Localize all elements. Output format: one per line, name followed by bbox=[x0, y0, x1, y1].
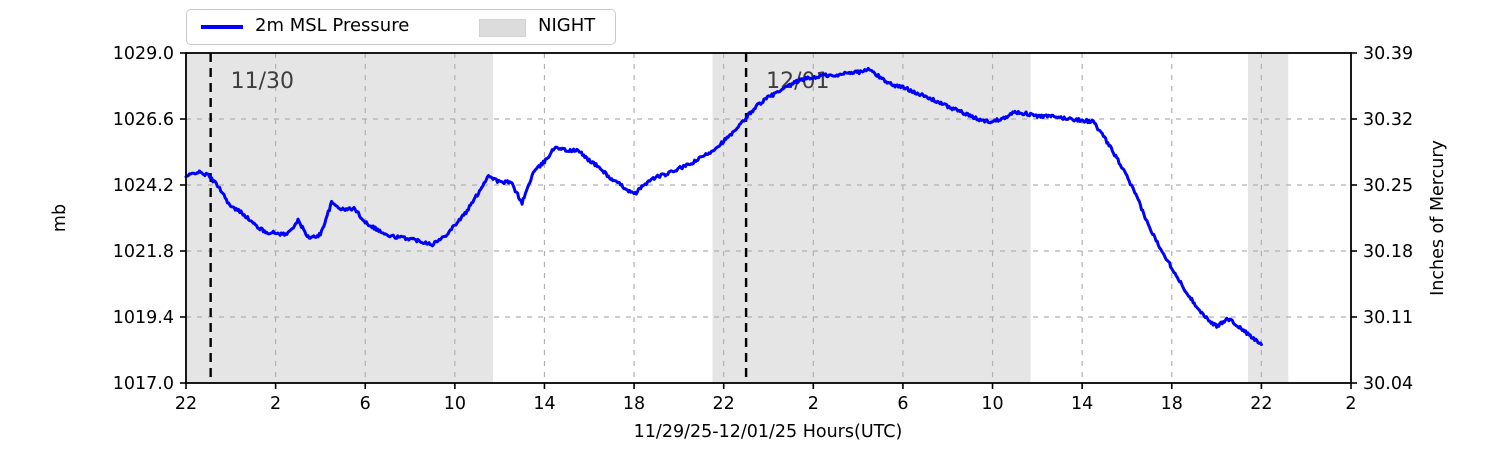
y-axis-label-left: mb bbox=[50, 203, 70, 233]
y-tick-label-left: 1021.8 bbox=[113, 242, 174, 262]
x-tick-label: 22 bbox=[175, 394, 197, 414]
y-tick-label-right: 30.32 bbox=[1363, 110, 1413, 130]
x-tick-label: 22 bbox=[713, 394, 735, 414]
y-tick-label-left: 1017.0 bbox=[113, 374, 174, 394]
pressure-line bbox=[184, 66, 1263, 346]
y-tick-label-right: 30.11 bbox=[1363, 308, 1413, 328]
night-patch-swatch bbox=[479, 19, 526, 37]
x-tick-label: 18 bbox=[1161, 394, 1183, 414]
night-shading-region bbox=[712, 53, 1031, 383]
y-axis-label-right: Inches of Mercury bbox=[1428, 140, 1448, 296]
legend: 2m MSL Pressure NIGHT bbox=[186, 9, 616, 45]
y-tick-label-right: 30.04 bbox=[1363, 374, 1413, 394]
y-tick-label-left: 1024.2 bbox=[113, 176, 174, 196]
x-tick-label: 2 bbox=[1345, 394, 1356, 414]
y-tick-label-right: 30.18 bbox=[1363, 242, 1413, 262]
y-tick-label-right: 30.39 bbox=[1363, 44, 1413, 64]
x-tick-label: 2 bbox=[270, 394, 281, 414]
y-tick-label-right: 30.25 bbox=[1363, 176, 1413, 196]
x-tick-label: 18 bbox=[623, 394, 645, 414]
x-tick-label: 22 bbox=[1250, 394, 1272, 414]
x-tick-label: 14 bbox=[1071, 394, 1093, 414]
day-label: 11/30 bbox=[231, 69, 294, 94]
x-tick-label: 10 bbox=[981, 394, 1003, 414]
x-tick-label: 6 bbox=[897, 394, 908, 414]
y-tick-label-left: 1029.0 bbox=[113, 44, 174, 64]
x-tick-label: 6 bbox=[360, 394, 371, 414]
legend-pressure-label: 2m MSL Pressure bbox=[255, 15, 410, 36]
plot-border bbox=[185, 52, 1352, 384]
x-axis-label: 11/29/25-12/01/25 Hours(UTC) bbox=[633, 422, 903, 442]
x-tick-label: 14 bbox=[533, 394, 555, 414]
pressure-line-swatch bbox=[201, 25, 243, 29]
night-shading-region bbox=[186, 53, 493, 383]
x-tick-label: 10 bbox=[444, 394, 466, 414]
x-tick-label: 2 bbox=[808, 394, 819, 414]
y-tick-label-left: 1026.6 bbox=[113, 110, 174, 130]
y-tick-label-left: 1019.4 bbox=[113, 308, 174, 328]
night-shading-region bbox=[1247, 53, 1289, 383]
legend-night-label: NIGHT bbox=[538, 15, 596, 36]
